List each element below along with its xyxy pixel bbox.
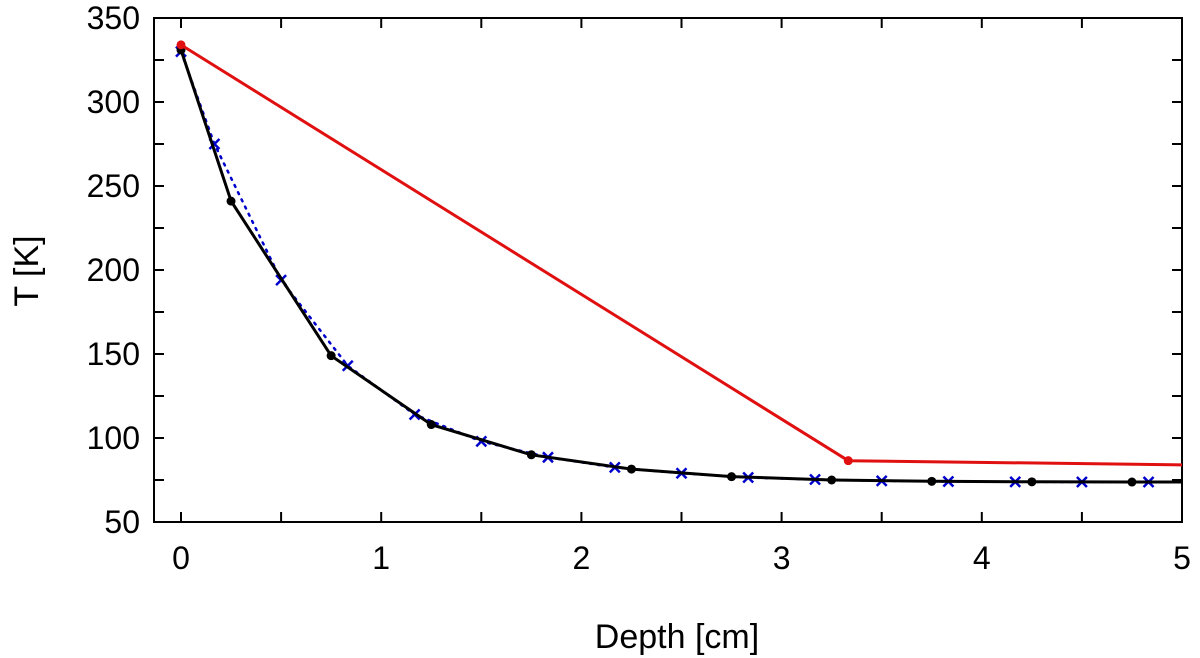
dot-marker: [1027, 477, 1037, 487]
dot-marker: [326, 351, 336, 361]
dot-marker: [843, 456, 853, 466]
x-marker-stroke: [475, 435, 488, 448]
y-tick-label: 150: [87, 336, 140, 372]
dot-marker: [927, 476, 937, 486]
series-solid-line-endpoint-dots: [176, 40, 1183, 467]
dot-marker: [626, 464, 636, 474]
dot-marker: [727, 472, 737, 482]
axis-tick-labels: 0 1 2 3 4 5 50 100 150 200 250 300 350: [87, 0, 1191, 576]
y-tick-label: 200: [87, 252, 140, 288]
series-line: [180, 43, 1183, 467]
series-line: [179, 49, 1182, 484]
y-axis-title: T [K]: [8, 235, 46, 306]
x-marker-stroke: [208, 138, 221, 150]
y-tick-label: 100: [87, 420, 140, 456]
series-dotted-line-x-markers: [175, 45, 1155, 488]
y-tick-label: 300: [87, 84, 140, 120]
dot-marker: [226, 196, 236, 206]
y-tick-label: 50: [104, 504, 140, 540]
x-tick-label: 0: [172, 540, 190, 576]
plot-border: [153, 17, 1183, 523]
plot-frame: [153, 17, 1183, 523]
dot-marker: [827, 475, 837, 485]
x-axis-title: Depth [cm]: [595, 618, 759, 656]
x-tick-label: 5: [1173, 540, 1191, 576]
x-tick-label: 1: [372, 540, 390, 576]
x-tick-label: 2: [573, 540, 591, 576]
y-tick-label: 350: [87, 0, 140, 36]
dot-marker: [1127, 477, 1137, 487]
series-layer: [175, 40, 1183, 488]
series-line: [179, 50, 1150, 484]
x-tick-label: 3: [773, 540, 791, 576]
x-tick-label: 4: [973, 540, 991, 576]
y-tick-label: 250: [87, 168, 140, 204]
series-solid-line-dot-markers: [176, 45, 1182, 487]
dot-marker: [526, 450, 536, 460]
dot-marker: [426, 420, 436, 430]
dot-marker: [176, 40, 186, 50]
axis-ticks: [154, 17, 1183, 523]
